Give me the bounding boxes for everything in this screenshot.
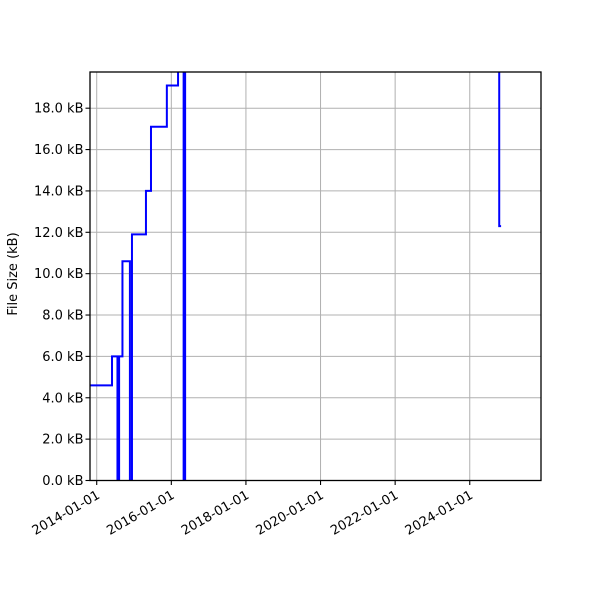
axes-spines-and-ticks	[85, 71, 542, 485]
y-tick-label: 16.0 kB	[34, 143, 84, 158]
y-tick-label: 8.0 kB	[42, 309, 83, 324]
y-axis-label: File Size (kB)	[6, 232, 21, 315]
y-tick-label: 4.0 kB	[42, 391, 83, 406]
y-tick-label: 2.0 kB	[42, 433, 83, 448]
grid-lines	[90, 72, 541, 481]
x-tick-label: 2022-01-01	[328, 488, 401, 539]
y-tick-label: 0.0 kB	[42, 474, 83, 489]
y-tick-label: 14.0 kB	[34, 184, 84, 199]
file-size-line	[90, 72, 502, 481]
x-tick-label: 2016-01-01	[104, 488, 177, 539]
y-tick-label: 18.0 kB	[34, 102, 84, 117]
y-tick-label: 10.0 kB	[34, 267, 84, 282]
y-tick-label: 6.0 kB	[42, 350, 83, 365]
x-tick-label: 2014-01-01	[30, 488, 103, 539]
x-tick-label: 2020-01-01	[254, 488, 327, 539]
y-tick-label: 12.0 kB	[34, 226, 84, 241]
x-tick-label: 2024-01-01	[403, 488, 476, 539]
plot-border	[89, 71, 542, 482]
file-size-series	[90, 72, 502, 481]
x-tick-label: 2018-01-01	[179, 488, 252, 539]
